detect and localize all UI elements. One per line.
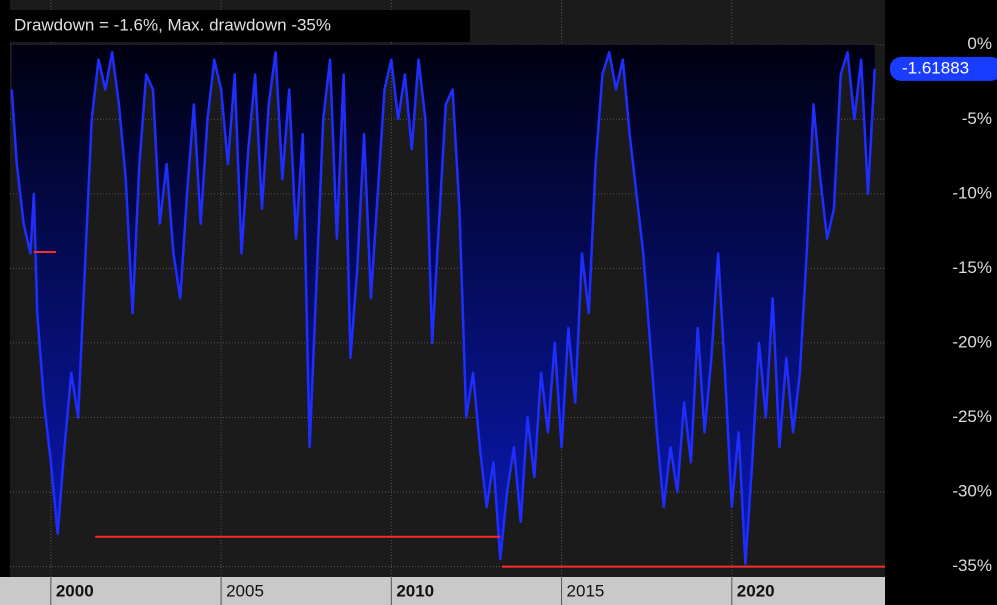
area-fill: [11, 44, 875, 564]
title-box: [8, 10, 470, 42]
x-tick-label: 2000: [56, 581, 94, 600]
chart-title: Drawdown = -1.6%, Max. drawdown -35%: [14, 15, 331, 34]
y-tick-label: -35%: [952, 556, 992, 575]
marks: [10, 44, 885, 568]
y-tick-label: -5%: [962, 109, 992, 128]
y-tick-label: -25%: [952, 407, 992, 426]
y-tick-label: -30%: [952, 481, 992, 500]
x-axis-band: [0, 577, 885, 605]
axes: 0% -5% -10% -15% -20% -25% -30% -35% 2000 2005 201…: [50, 34, 997, 605]
x-tick-label: 2015: [567, 581, 605, 600]
x-tick-label: 2005: [226, 581, 264, 600]
x-tick-label: 2010: [396, 581, 434, 600]
drawdown-line: [10, 50, 877, 565]
last-value-badge: [890, 56, 997, 81]
last-value-label: -1.61883: [902, 58, 969, 77]
y-tick-label: -20%: [952, 332, 992, 351]
y-tick-label: 0%: [967, 34, 992, 53]
x-tick-label: 2020: [737, 581, 775, 600]
y-tick-label: -10%: [952, 183, 992, 202]
y-tick-label: -15%: [952, 258, 992, 277]
